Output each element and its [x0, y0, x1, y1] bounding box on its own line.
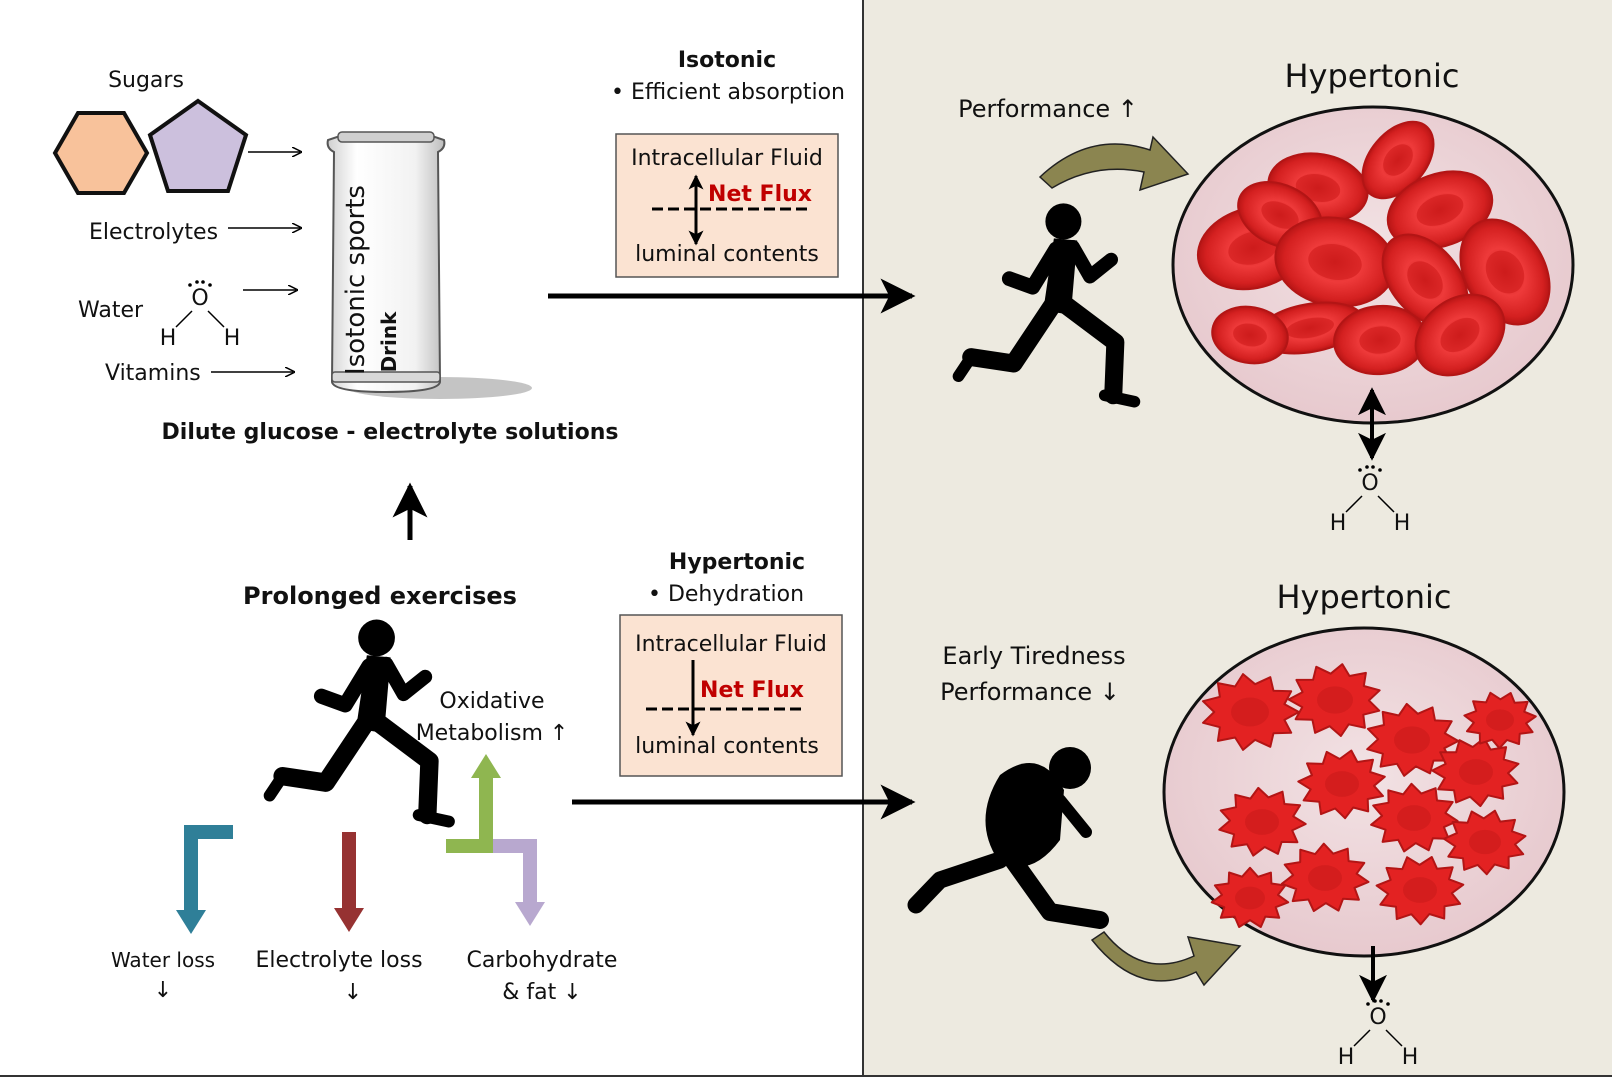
isotonic-box-bottom: luminal contents [635, 242, 819, 267]
tiredness-line2: Performance ↓ [940, 678, 1120, 706]
carbohydrate-arrowhead [515, 902, 545, 926]
red-blood-cell-center [1317, 686, 1353, 714]
red-blood-cell-icon [1386, 170, 1494, 250]
carb-line2: & fat ↓ [502, 980, 581, 1005]
red-blood-cell-icon [1333, 304, 1427, 376]
red-blood-cells-crenated [1202, 663, 1537, 928]
right-bottom-title: Hypertonic [1276, 578, 1451, 616]
curved-arrow-icon [1090, 930, 1242, 987]
red-blood-cell-icon [1274, 216, 1396, 308]
red-blood-cell-icon [1414, 293, 1506, 377]
isotonic-net-flux: Net Flux [708, 182, 812, 207]
isotonic-bullet: • Efficient absorption [611, 80, 845, 105]
water-label: Water [78, 298, 144, 323]
oxidative-arrow [446, 776, 493, 853]
red-blood-cell-center [1403, 877, 1437, 903]
electrolyte-loss-arrowhead [334, 908, 364, 932]
red-blood-cell-center [1394, 726, 1430, 754]
carb-line1: Carbohydrate [467, 948, 618, 973]
carbohydrate-arrow [492, 839, 537, 904]
exercise-title: Prolonged exercises [243, 582, 517, 610]
water-loss-label: Water loss [111, 948, 215, 972]
water-loss-arrow [184, 825, 233, 912]
water-loss-down: ↓ [154, 978, 172, 1003]
hypertonic-net-flux: Net Flux [700, 678, 804, 703]
oxidative-line2: Metabolism ↑ [416, 721, 569, 746]
red-blood-cells-normal [1196, 120, 1551, 377]
vitamins-label: Vitamins [105, 361, 201, 386]
performance-up-label: Performance ↑ [958, 95, 1138, 123]
can-line1: Isotonic sports [341, 185, 371, 375]
oxidative-arrowhead [471, 754, 501, 778]
curved-arrow-icon [1038, 135, 1190, 192]
hypertonic-bullet: • Dehydration [648, 582, 804, 607]
hypertonic-title: Hypertonic [669, 550, 805, 575]
hypertonic-box-bottom: luminal contents [635, 734, 819, 759]
right-top-title: Hypertonic [1284, 57, 1459, 95]
isotonic-title: Isotonic [678, 48, 776, 73]
red-blood-cell-center [1397, 805, 1431, 831]
electrolytes-label: Electrolytes [89, 220, 218, 245]
red-blood-cell-center [1245, 809, 1279, 835]
isotonic-box-top: Intracellular Fluid [631, 146, 823, 171]
crouching-runner-icon [907, 747, 1109, 929]
hypertonic-box-top: Intracellular Fluid [635, 632, 827, 657]
oxidative-line1: Oxidative [439, 689, 544, 714]
red-blood-cell-center [1469, 829, 1501, 855]
red-blood-cell-center [1308, 865, 1342, 891]
red-blood-cell-center [1325, 771, 1359, 797]
red-blood-cell-center [1459, 759, 1493, 785]
solution-label: Dilute glucose - electrolyte solutions [162, 420, 619, 445]
hexagon-icon [52, 111, 150, 195]
can-line2: Drink [377, 311, 401, 373]
red-blood-cell-icon [1211, 305, 1289, 365]
red-blood-cell-center [1235, 886, 1265, 910]
can-icon: Isotonic sports Drink [326, 131, 532, 399]
red-blood-cell-center [1486, 709, 1514, 731]
water-loss-arrowhead [176, 910, 206, 934]
electrolyte-loss-label: Electrolyte loss [255, 948, 422, 973]
isotonic-flux-box: Intracellular Fluid Net Flux luminal con… [615, 133, 839, 278]
pentagon-icon [147, 98, 249, 193]
tiredness-line1: Early Tiredness [942, 642, 1125, 670]
sugars-label: Sugars [108, 68, 184, 93]
red-blood-cell-center [1231, 697, 1269, 727]
red-blood-cell-icon [1361, 120, 1435, 200]
electrolyte-loss-down: ↓ [344, 980, 362, 1005]
hypertonic-flux-box: Intracellular Fluid Net Flux luminal con… [619, 614, 843, 777]
